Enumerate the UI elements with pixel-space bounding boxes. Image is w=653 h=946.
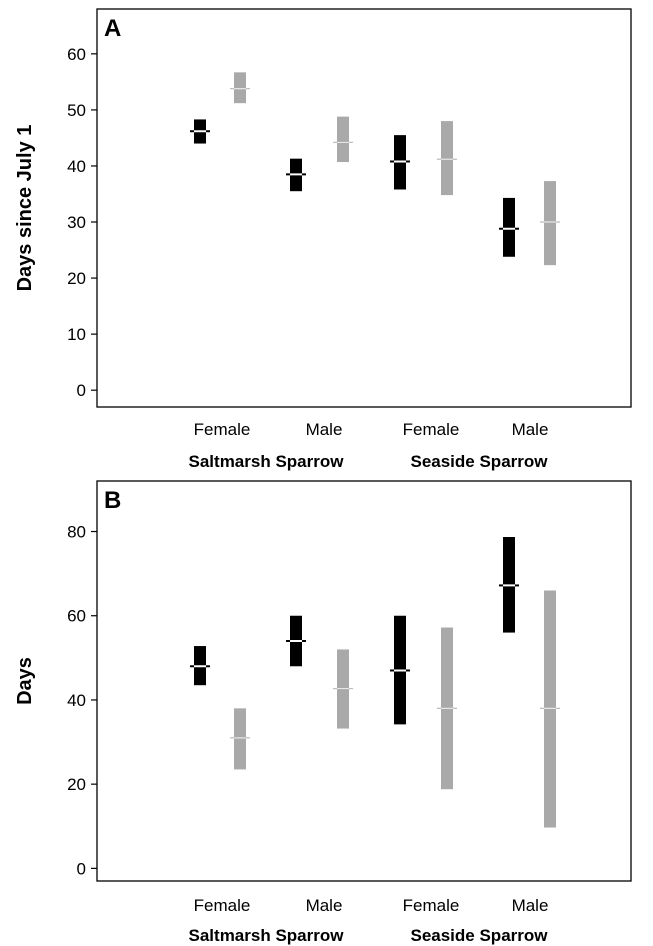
x-category-label: Male <box>512 896 549 915</box>
x-group-label: Saltmarsh Sparrow <box>189 452 345 471</box>
panel-b: B 0 20 40 60 80 Days Female Male Female Male Saltma… <box>14 480 632 945</box>
range-bar-light <box>337 116 349 163</box>
y-tick-label: 0 <box>77 859 86 878</box>
x-category-label: Female <box>403 420 460 439</box>
y-tick-label: 80 <box>67 523 86 542</box>
y-tick-label: 10 <box>67 325 86 344</box>
y-axis-title: Days <box>14 657 36 705</box>
x-group-label: Saltmarsh Sparrow <box>189 926 345 945</box>
x-category-label: Male <box>306 896 343 915</box>
y-tick-label: 40 <box>67 157 86 176</box>
y-tick-label: 30 <box>67 213 86 232</box>
range-bar-light <box>544 181 556 266</box>
plot-frame <box>96 8 632 408</box>
range-bar-light <box>234 72 246 104</box>
panel-label: B <box>104 487 121 514</box>
x-category-label: Male <box>512 420 549 439</box>
y-tick-label: 40 <box>67 691 86 710</box>
panel-a: A 0 10 20 30 40 50 60 Days since July 1 Female Mal… <box>14 8 632 471</box>
x-category-label: Female <box>194 896 251 915</box>
range-bar-dark <box>503 197 515 257</box>
y-tick-label: 20 <box>67 269 86 288</box>
y-tick-label: 50 <box>67 101 86 120</box>
x-group-label: Seaside Sparrow <box>410 926 548 945</box>
plot-frame <box>96 480 632 882</box>
x-category-label: Female <box>194 420 251 439</box>
y-tick-label: 20 <box>67 775 86 794</box>
x-group-label: Seaside Sparrow <box>410 452 548 471</box>
y-tick-label: 60 <box>67 45 86 64</box>
y-tick-label: 0 <box>77 381 86 400</box>
x-category-label: Male <box>306 420 343 439</box>
range-bar-light <box>544 590 556 828</box>
y-axis-title: Days since July 1 <box>14 125 36 292</box>
y-tick-label: 60 <box>67 607 86 626</box>
x-category-label: Female <box>403 896 460 915</box>
range-bar-light <box>441 121 453 196</box>
panel-label: A <box>104 15 121 42</box>
range-bar-light <box>234 708 246 770</box>
